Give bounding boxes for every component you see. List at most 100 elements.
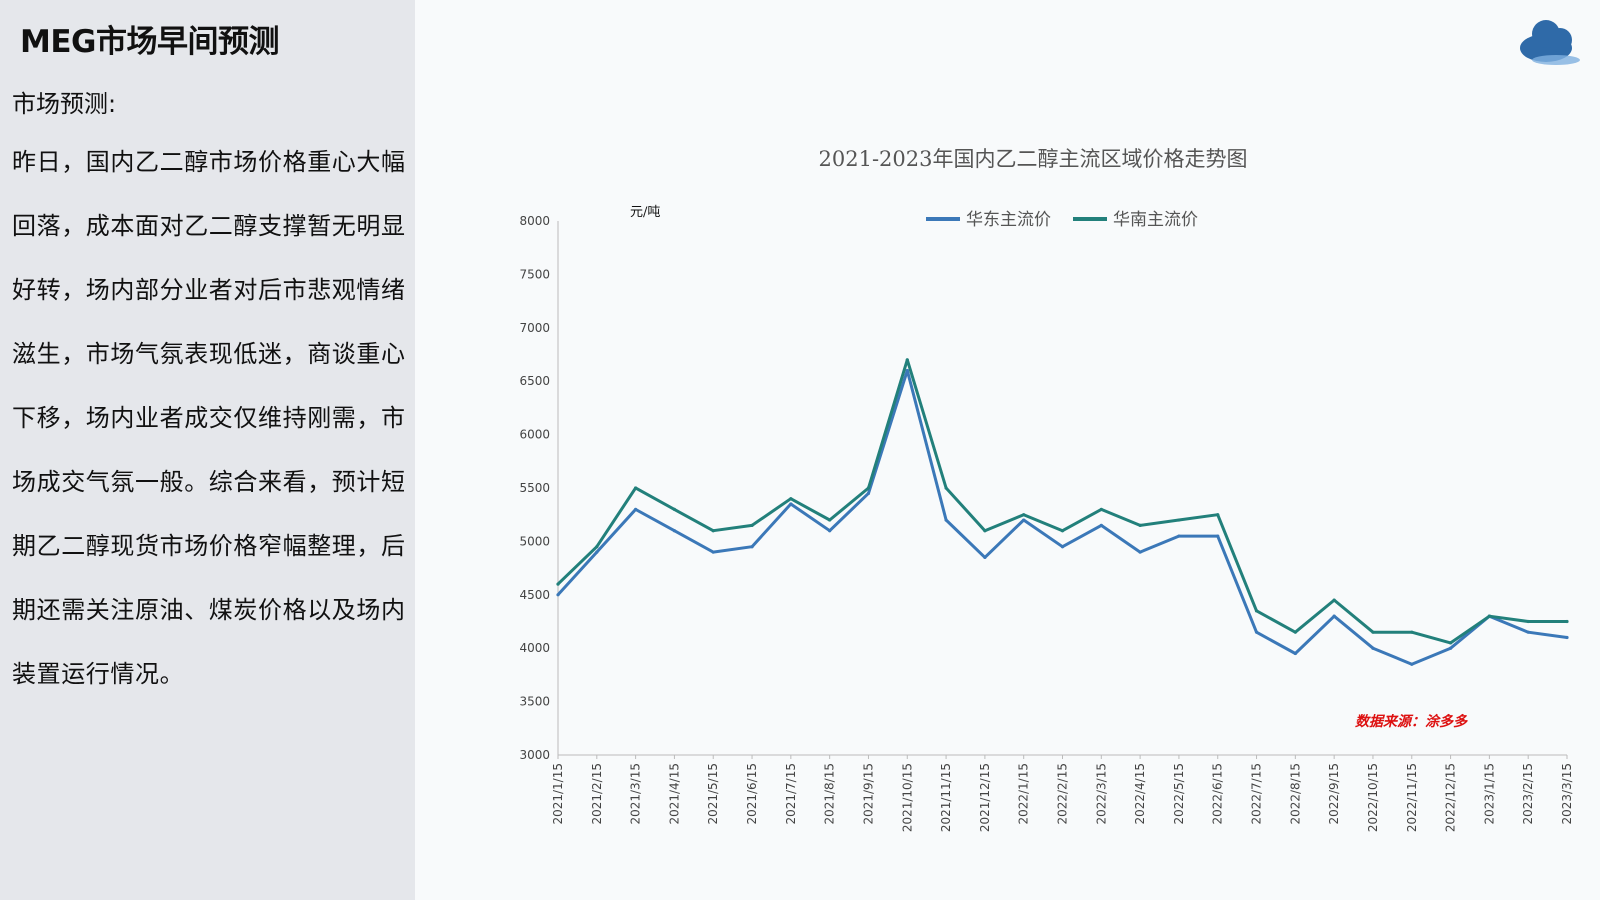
series-0-point <box>1526 630 1530 634</box>
series-1-point <box>1332 598 1336 602</box>
series-1-point <box>944 486 948 490</box>
series-0-point <box>1060 545 1065 549</box>
page-title: MEG市场早间预测 <box>20 24 279 60</box>
series-1-point <box>1293 630 1297 634</box>
x-tick-label: 2022/3/15 <box>1094 763 1108 825</box>
series-1-point <box>1138 523 1142 527</box>
series-0-point <box>1332 614 1336 618</box>
y-tick-label: 3500 <box>519 695 550 709</box>
series-1-point <box>750 523 754 527</box>
x-tick-label: 2021/3/15 <box>629 763 643 825</box>
y-tick-label: 3000 <box>519 748 550 762</box>
y-tick-label: 6000 <box>519 428 550 442</box>
y-unit-label: 元/吨 <box>630 205 660 220</box>
series-1-point <box>672 507 677 511</box>
x-tick-label: 2023/1/15 <box>1482 763 1496 825</box>
series-0-point <box>944 518 948 522</box>
x-tick-label: 2022/10/15 <box>1366 763 1380 832</box>
x-tick-label: 2021/6/15 <box>745 763 759 825</box>
series-0-point <box>556 593 560 597</box>
series-1-point <box>634 486 638 490</box>
x-tick-label: 2021/7/15 <box>784 763 798 825</box>
x-tick-label: 2022/8/15 <box>1288 763 1302 825</box>
series-0-point <box>1448 646 1453 650</box>
y-tick-label: 7000 <box>519 321 550 335</box>
series-0-point <box>1565 635 1569 640</box>
x-tick-label: 2021/2/15 <box>590 763 604 825</box>
series-0-point <box>789 502 793 506</box>
series-1-point <box>905 358 909 362</box>
x-tick-label: 2022/4/15 <box>1133 763 1147 825</box>
series-1-point <box>1410 630 1414 634</box>
y-tick-label: 4000 <box>519 641 550 655</box>
series-1-point <box>983 529 987 533</box>
series-1-point <box>1254 609 1259 613</box>
series-1-point <box>1371 630 1375 634</box>
x-tick-label: 2021/5/15 <box>706 763 720 825</box>
y-tick-label: 5000 <box>519 534 550 548</box>
series-1-point <box>828 518 832 522</box>
forecast-body: 昨日，国内乙二醇市场价格重心大幅回落，成本面对乙二醇支撑暂无明显好转，场内部分业… <box>12 148 406 688</box>
x-tick-label: 2022/6/15 <box>1211 763 1225 825</box>
series-0-point <box>828 529 832 533</box>
series-1-point <box>595 545 599 549</box>
x-tick-label: 2022/12/15 <box>1444 763 1458 832</box>
series-1-point <box>1526 619 1530 624</box>
series-0-point <box>1254 630 1259 634</box>
series-0-point <box>905 368 909 373</box>
series-1-point <box>1177 518 1181 522</box>
x-tick-label: 2022/2/15 <box>1056 763 1070 825</box>
x-tick-label: 2022/11/15 <box>1405 763 1419 832</box>
y-tick-label: 6500 <box>519 374 550 388</box>
x-tick-label: 2021/11/15 <box>939 763 953 832</box>
left-panel: MEG市场早间预测 市场预测: 昨日，国内乙二醇市场价格重心大幅回落，成本面对乙… <box>0 0 415 900</box>
cloud-icon <box>1520 20 1580 65</box>
chart-axes: 3000 3500 4000 4500 5000 5500 6000 6500 7000 7500… <box>519 214 1574 832</box>
x-tick-label: 2022/1/15 <box>1017 763 1031 825</box>
y-tick-label: 4500 <box>519 588 550 602</box>
series-1-point <box>866 486 871 490</box>
series-1-point <box>1099 507 1103 511</box>
x-tick-label: 2021/9/15 <box>861 763 875 825</box>
series-1-point <box>1487 614 1491 618</box>
series-0-point <box>1099 523 1103 527</box>
x-tick-label: 2022/9/15 <box>1327 763 1341 825</box>
forecast-heading: 市场预测: <box>12 90 117 118</box>
y-tick-label: 7500 <box>519 267 550 281</box>
series-1-point <box>1022 513 1026 517</box>
x-tick-label: 2021/4/15 <box>667 763 681 825</box>
series-0-point <box>634 507 638 511</box>
series-0-point <box>1410 662 1414 666</box>
series-line-1 <box>556 358 1567 645</box>
series-0-point <box>983 555 987 560</box>
series-0-point <box>595 550 599 554</box>
chart-title: 2021-2023年国内乙二醇主流区域价格走势图 <box>819 147 1248 171</box>
series-0-point <box>1371 646 1375 650</box>
series-0-point <box>866 491 871 495</box>
x-tick-label: 2023/2/15 <box>1521 763 1535 825</box>
x-tick-label: 2021/12/15 <box>978 763 992 832</box>
chart-series <box>556 358 1569 666</box>
x-tick-label: 2021/8/15 <box>823 763 837 825</box>
x-tick-label: 2023/3/15 <box>1560 763 1574 825</box>
series-0-point <box>711 550 715 554</box>
series-0-point <box>1293 651 1297 656</box>
series-1-point <box>789 497 793 501</box>
series-0-point <box>1216 534 1220 538</box>
x-tick-label: 2021/1/15 <box>551 763 565 825</box>
series-1-point <box>1448 641 1453 645</box>
x-tick-label: 2022/5/15 <box>1172 763 1186 825</box>
series-1-point <box>1565 619 1569 624</box>
x-tick-label: 2022/7/15 <box>1250 763 1264 825</box>
legend-label-0: 华东主流价 <box>966 210 1051 230</box>
series-1-point <box>711 529 715 533</box>
series-1-point <box>556 582 560 586</box>
series-0-point <box>750 545 754 549</box>
series-0-point <box>672 529 677 533</box>
x-tick-label: 2021/10/15 <box>900 763 914 832</box>
series-line-0 <box>556 369 1568 666</box>
series-0-point <box>1177 534 1181 538</box>
series-0-point <box>1138 550 1142 554</box>
series-0-point <box>1022 518 1026 522</box>
